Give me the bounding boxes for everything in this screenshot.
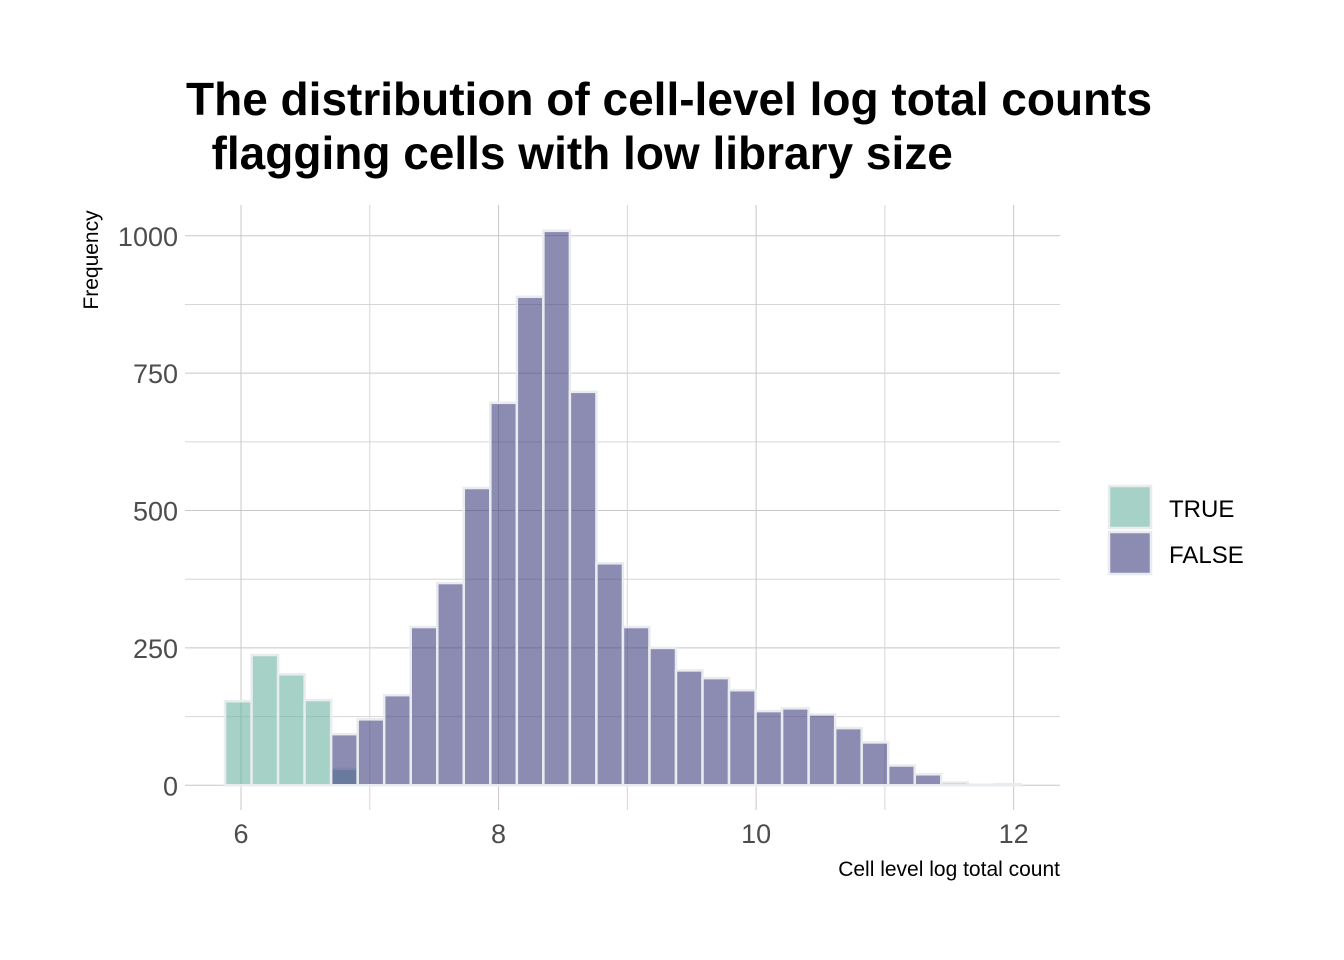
- x-tick-label: 6: [233, 819, 248, 849]
- bar-true: [276, 673, 306, 787]
- axes: 0 250 500 750 1000 6 8 10 12: [118, 222, 1029, 849]
- legend-key-true: [1107, 484, 1153, 530]
- y-tick-label: 250: [133, 634, 178, 664]
- y-tick-label: 0: [163, 771, 178, 801]
- legend: TRUE FALSE: [1107, 484, 1244, 576]
- bar-false: [568, 390, 598, 787]
- bar-false: [462, 486, 492, 787]
- legend-label: FALSE: [1169, 542, 1244, 569]
- bar-false: [913, 773, 943, 787]
- bar-true: [223, 699, 253, 787]
- y-tick-label: 750: [133, 359, 178, 389]
- bar-false: [993, 782, 1023, 787]
- bar-false: [489, 401, 519, 787]
- y-axis-label: Frequency: [80, 210, 103, 310]
- bar-false: [807, 713, 837, 787]
- legend-key-false: [1107, 530, 1153, 576]
- bar-false: [356, 718, 386, 787]
- legend-label: TRUE: [1169, 496, 1234, 523]
- bars: [223, 229, 1023, 787]
- bar-false: [886, 764, 916, 787]
- bar-false: [966, 783, 996, 787]
- chart-title: The distribution of cell-level log total…: [186, 73, 1153, 179]
- x-tick-label: 10: [741, 819, 771, 849]
- bar-false: [542, 229, 572, 787]
- bar-false: [833, 726, 863, 787]
- x-axis-label: Cell level log total count: [838, 858, 1060, 881]
- y-tick-label: 1000: [118, 222, 178, 252]
- x-tick-label: 8: [491, 819, 506, 849]
- bar-true: [303, 698, 333, 787]
- bar-false: [515, 295, 545, 787]
- y-tick-label: 500: [133, 497, 178, 527]
- bar-false: [727, 688, 757, 787]
- bar-true: [250, 653, 280, 787]
- bar-false: [648, 646, 678, 787]
- bar-false: [621, 625, 651, 787]
- bar-false: [382, 693, 412, 787]
- bar-false: [329, 732, 359, 787]
- bar-false: [940, 781, 970, 787]
- bar-false: [701, 676, 731, 787]
- bar-false: [860, 741, 890, 787]
- bar-false: [436, 581, 466, 787]
- bar-false: [674, 669, 704, 787]
- bar-false: [754, 709, 784, 787]
- x-tick-label: 12: [999, 819, 1029, 849]
- bar-false: [409, 625, 439, 787]
- bar-false: [780, 707, 810, 787]
- bar-false: [595, 562, 625, 787]
